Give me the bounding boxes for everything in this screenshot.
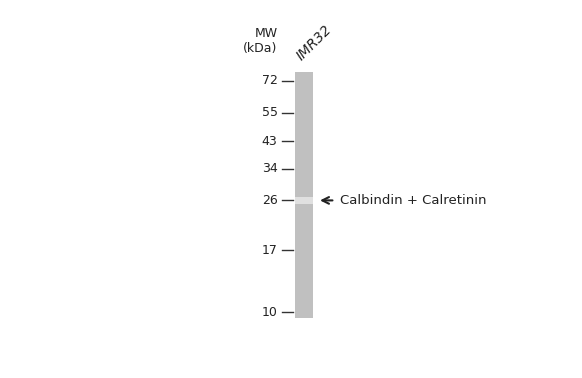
Bar [294, 197, 313, 204]
Text: 17: 17 [262, 244, 278, 257]
Text: 26: 26 [262, 194, 278, 207]
Text: 55: 55 [261, 106, 278, 119]
Text: 34: 34 [262, 163, 278, 175]
Text: MW
(kDa): MW (kDa) [243, 27, 278, 55]
Text: 10: 10 [262, 306, 278, 319]
Text: 43: 43 [262, 135, 278, 148]
Text: 72: 72 [262, 74, 278, 87]
Text: Calbindin + Calretinin: Calbindin + Calretinin [340, 194, 487, 207]
Text: IMR32: IMR32 [294, 22, 335, 63]
Bar [294, 71, 313, 318]
